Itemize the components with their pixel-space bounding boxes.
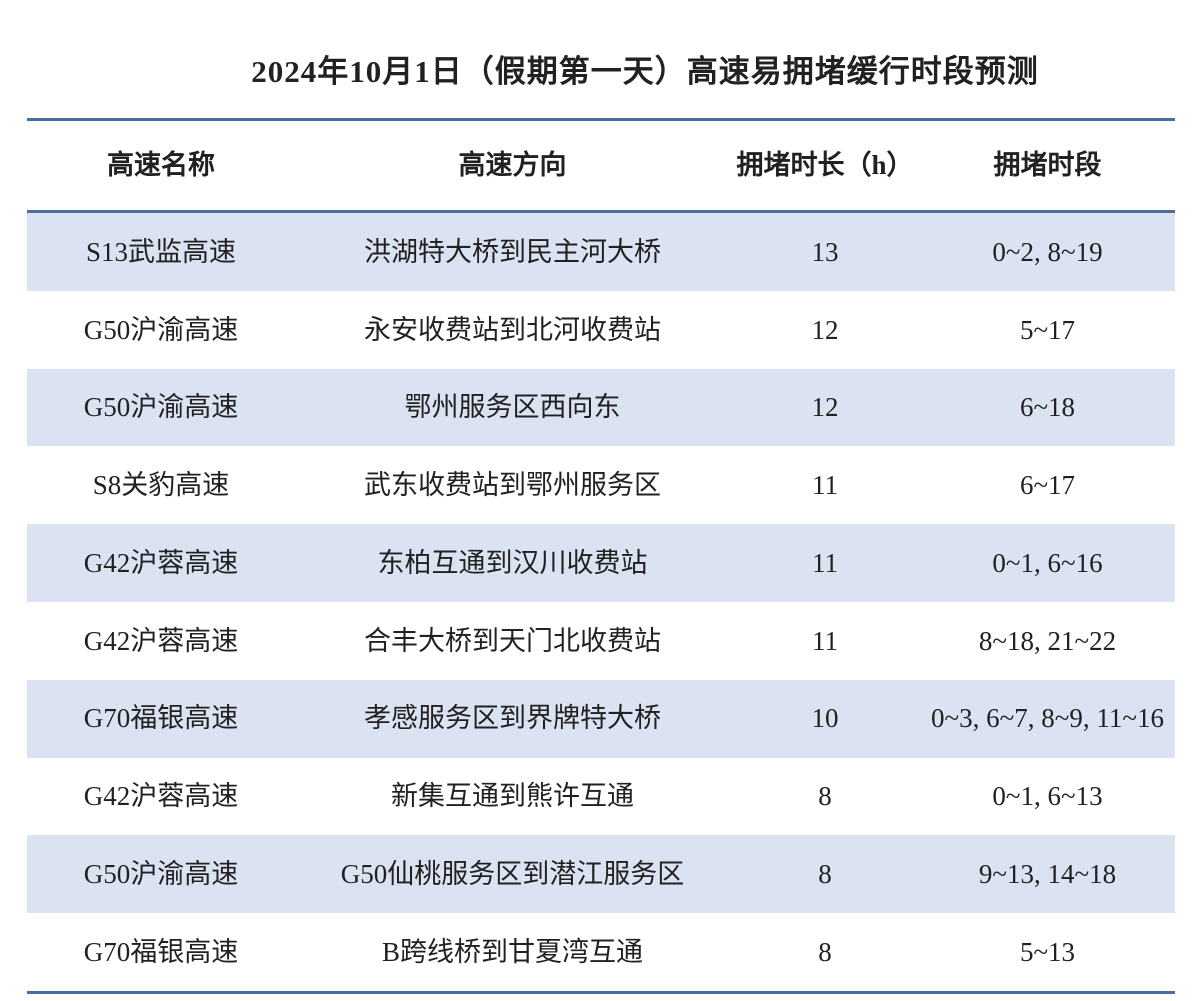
congestion-duration: 12 — [811, 314, 839, 345]
table-row: G42沪蓉高速 新集互通到熊许互通 8 0~1, 6~13 — [27, 757, 1175, 836]
table-header-row: 高速名称 高速方向 拥堵时长（h） 拥堵时段 — [27, 121, 1175, 213]
congestion-duration: 8 — [818, 859, 832, 890]
highway-direction: 新集互通到熊许互通 — [391, 781, 634, 812]
table-row: G50沪渝高速 鄂州服务区西向东 12 6~18 — [27, 368, 1175, 447]
highway-name: G50沪渝高速 — [83, 859, 239, 890]
congestion-period: 6~18 — [1019, 392, 1076, 423]
highway-direction: 鄂州服务区西向东 — [404, 392, 621, 423]
congestion-duration: 11 — [812, 547, 838, 578]
highway-name: G42沪蓉高速 — [83, 625, 239, 656]
congestion-duration: 13 — [811, 236, 839, 267]
table-row: G70福银高速 孝感服务区到界牌特大桥 10 0~3, 6~7, 8~9, 11… — [27, 679, 1175, 758]
highway-name: G42沪蓉高速 — [83, 781, 239, 812]
table-row: G42沪蓉高速 合丰大桥到天门北收费站 11 8~18, 21~22 — [27, 601, 1175, 680]
highway-name: G70福银高速 — [83, 703, 239, 734]
table-body: S13武监高速 洪湖特大桥到民主河大桥 13 0~2, 8~19 G50沪渝高速… — [27, 213, 1175, 991]
highway-name: G42沪蓉高速 — [83, 547, 239, 578]
highway-name: G70福银高速 — [83, 936, 239, 967]
congestion-duration: 11 — [812, 625, 838, 656]
congestion-period: 0~1, 6~13 — [992, 781, 1103, 812]
column-header-congestion-duration: 拥堵时长（h） — [736, 150, 914, 181]
table-row: S8关豹高速 武东收费站到鄂州服务区 11 6~17 — [27, 446, 1175, 525]
congestion-period: 5~13 — [1019, 936, 1076, 967]
table-row: G50沪渝高速 永安收费站到北河收费站 12 5~17 — [27, 290, 1175, 369]
highway-direction: 东柏互通到汉川收费站 — [377, 547, 648, 578]
highway-name: S13武监高速 — [85, 236, 237, 267]
table-row: S13武监高速 洪湖特大桥到民主河大桥 13 0~2, 8~19 — [27, 213, 1175, 291]
congestion-table: 高速名称 高速方向 拥堵时长（h） 拥堵时段 S13武监高速 洪湖特大桥到民主河… — [27, 118, 1175, 994]
congestion-period: 6~17 — [1019, 470, 1076, 501]
column-header-highway-name: 高速名称 — [107, 150, 215, 181]
highway-name: G50沪渝高速 — [83, 392, 239, 423]
congestion-duration: 10 — [811, 703, 839, 734]
congestion-duration: 11 — [812, 470, 838, 501]
column-header-congestion-period: 拥堵时段 — [993, 150, 1102, 181]
congestion-period: 0~1, 6~16 — [992, 547, 1103, 578]
congestion-duration: 12 — [811, 392, 839, 423]
congestion-period: 0~2, 8~19 — [992, 236, 1103, 267]
column-header-highway-direction: 高速方向 — [458, 150, 567, 181]
congestion-period: 9~13, 14~18 — [978, 859, 1117, 890]
highway-direction: 洪湖特大桥到民主河大桥 — [364, 236, 661, 267]
table-row: G42沪蓉高速 东柏互通到汉川收费站 11 0~1, 6~16 — [27, 524, 1175, 602]
congestion-period: 5~17 — [1019, 314, 1076, 345]
highway-name: S8关豹高速 — [92, 470, 230, 501]
congestion-duration: 8 — [818, 936, 832, 967]
congestion-period: 8~18, 21~22 — [978, 625, 1117, 656]
highway-direction: 合丰大桥到天门北收费站 — [364, 625, 661, 656]
highway-direction: 孝感服务区到界牌特大桥 — [364, 703, 661, 734]
table-row: G70福银高速 B跨线桥到甘夏湾互通 8 5~13 — [27, 913, 1175, 991]
congestion-period: 0~3, 6~7, 8~9, 11~16 — [931, 703, 1164, 734]
table-row: G50沪渝高速 G50仙桃服务区到潜江服务区 8 9~13, 14~18 — [27, 835, 1175, 914]
highway-name: G50沪渝高速 — [83, 314, 239, 345]
congestion-duration: 8 — [818, 781, 832, 812]
page-title: 2024年10月1日（假期第一天）高速易拥堵缓行时段预测 — [251, 54, 1039, 89]
highway-direction: B跨线桥到甘夏湾互通 — [381, 936, 643, 967]
highway-direction: G50仙桃服务区到潜江服务区 — [340, 859, 685, 890]
highway-direction: 武东收费站到鄂州服务区 — [364, 470, 661, 501]
highway-direction: 永安收费站到北河收费站 — [364, 314, 661, 345]
